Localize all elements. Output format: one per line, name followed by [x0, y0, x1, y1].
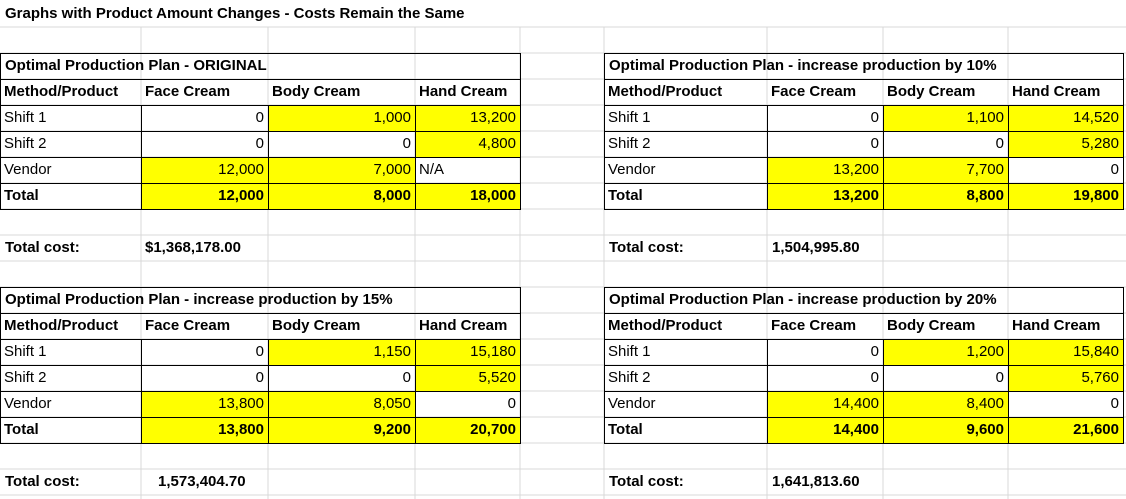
table-cell[interactable]: 21,600 [1008, 417, 1123, 443]
table-cell[interactable]: 4,800 [415, 131, 520, 157]
table-cell[interactable]: 0 [255, 343, 264, 360]
table-cell[interactable]: N/A [419, 161, 445, 178]
row-label: Shift 1 [4, 343, 47, 360]
table-cell[interactable]: 0 [255, 109, 264, 126]
table-cell[interactable]: 0 [870, 135, 879, 152]
row-label: Vendor [4, 161, 52, 178]
table-cell[interactable]: 1,000 [268, 105, 415, 131]
sheet-title: Graphs with Product Amount Changes - Cos… [5, 5, 465, 22]
table-cell[interactable]: 14,400 [767, 391, 883, 417]
row-label: Shift 2 [4, 135, 47, 152]
column-header: Body Cream [272, 317, 361, 334]
total-cost-value: 1,504,995.80 [772, 239, 860, 256]
total-cost-value: $1,368,178.00 [145, 239, 241, 256]
row-label: Total [4, 187, 39, 204]
table-cell[interactable]: 14,520 [1008, 105, 1123, 131]
table-cell[interactable]: 19,800 [1008, 183, 1123, 209]
table-cell[interactable]: 15,180 [415, 339, 520, 365]
column-header: Method/Product [4, 317, 119, 334]
table-cell[interactable]: 8,000 [268, 183, 415, 209]
total-cost-value: 1,573,404.70 [158, 473, 246, 490]
table-cell[interactable]: 14,400 [767, 417, 883, 443]
row-label: Vendor [608, 395, 656, 412]
table-cell[interactable]: 0 [1110, 161, 1119, 178]
table-cell[interactable]: 5,280 [1008, 131, 1123, 157]
table-title: Optimal Production Plan - increase produ… [609, 57, 997, 74]
table-title: Optimal Production Plan - ORIGINAL [5, 57, 267, 74]
table-cell[interactable]: 0 [402, 135, 411, 152]
table-cell[interactable]: 5,760 [1008, 365, 1123, 391]
table-cell[interactable]: 8,400 [883, 391, 1008, 417]
table-cell[interactable]: 7,700 [883, 157, 1008, 183]
table-title: Optimal Production Plan - increase produ… [5, 291, 393, 308]
table-cell[interactable]: 1,150 [268, 339, 415, 365]
table-cell[interactable]: 13,800 [141, 391, 268, 417]
column-header: Method/Product [608, 83, 723, 100]
column-header: Face Cream [145, 317, 231, 334]
table-cell[interactable]: 8,050 [268, 391, 415, 417]
table-cell[interactable]: 7,000 [268, 157, 415, 183]
total-cost-label: Total cost: [609, 239, 684, 256]
table-cell[interactable]: 13,200 [767, 157, 883, 183]
row-label: Total [608, 187, 643, 204]
table-cell[interactable]: 1,100 [883, 105, 1008, 131]
column-header: Face Cream [771, 83, 857, 100]
total-cost-label: Total cost: [5, 473, 80, 490]
table-cell[interactable]: 13,200 [415, 105, 520, 131]
row-label: Shift 1 [4, 109, 47, 126]
row-label: Shift 2 [608, 369, 651, 386]
total-cost-label: Total cost: [5, 239, 80, 256]
row-label: Vendor [4, 395, 52, 412]
column-header: Face Cream [771, 317, 857, 334]
table-cell[interactable]: 1,200 [883, 339, 1008, 365]
table-cell[interactable]: 9,200 [268, 417, 415, 443]
row-label: Total [4, 421, 39, 438]
row-label: Shift 1 [608, 343, 651, 360]
table-cell[interactable]: 0 [507, 395, 516, 412]
row-label: Vendor [608, 161, 656, 178]
table-cell[interactable]: 9,600 [883, 417, 1008, 443]
column-header: Hand Cream [419, 83, 508, 100]
row-label: Shift 2 [608, 135, 651, 152]
table-cell[interactable]: 13,200 [767, 183, 883, 209]
table-cell[interactable]: 20,700 [415, 417, 520, 443]
row-label: Shift 2 [4, 369, 47, 386]
row-label: Shift 1 [608, 109, 651, 126]
table-cell[interactable]: 0 [255, 369, 264, 386]
table-cell[interactable]: 12,000 [141, 183, 268, 209]
table-title: Optimal Production Plan - increase produ… [609, 291, 997, 308]
column-header: Body Cream [887, 83, 976, 100]
column-header: Method/Product [4, 83, 119, 100]
table-cell[interactable]: 5,520 [415, 365, 520, 391]
column-header: Method/Product [608, 317, 723, 334]
table-cell[interactable]: 0 [995, 369, 1004, 386]
table-cell[interactable]: 15,840 [1008, 339, 1123, 365]
table-cell[interactable]: 0 [870, 369, 879, 386]
column-header: Body Cream [887, 317, 976, 334]
table-cell[interactable]: 8,800 [883, 183, 1008, 209]
column-header: Body Cream [272, 83, 361, 100]
table-cell[interactable]: 13,800 [141, 417, 268, 443]
table-cell[interactable]: 0 [995, 135, 1004, 152]
column-header: Hand Cream [1012, 317, 1101, 334]
row-label: Total [608, 421, 643, 438]
column-header: Hand Cream [1012, 83, 1101, 100]
table-cell[interactable]: 0 [1110, 395, 1119, 412]
table-cell[interactable]: 0 [870, 109, 879, 126]
total-cost-value: 1,641,813.60 [772, 473, 860, 490]
total-cost-label: Total cost: [609, 473, 684, 490]
table-cell[interactable]: 18,000 [415, 183, 520, 209]
column-header: Hand Cream [419, 317, 508, 334]
table-cell[interactable]: 0 [870, 343, 879, 360]
table-cell[interactable]: 12,000 [141, 157, 268, 183]
table-cell[interactable]: 0 [402, 369, 411, 386]
column-header: Face Cream [145, 83, 231, 100]
table-cell[interactable]: 0 [255, 135, 264, 152]
